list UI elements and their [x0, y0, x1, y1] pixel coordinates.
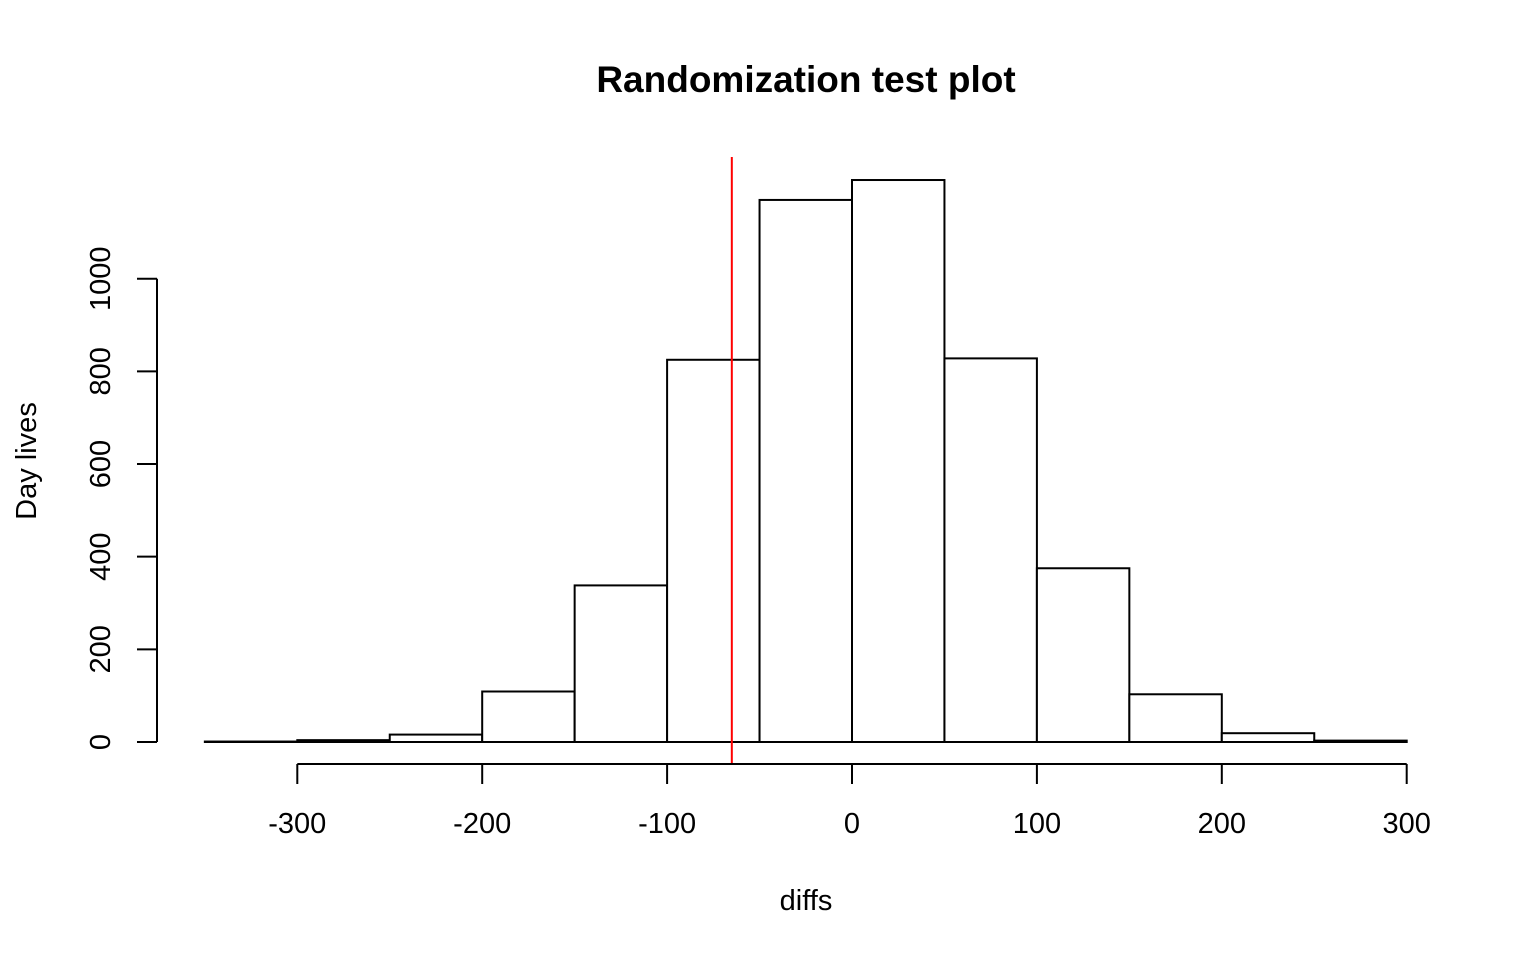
histogram-bar	[1220, 732, 1316, 744]
histogram-bar	[1035, 567, 1131, 744]
y-tick-label: 600	[85, 440, 117, 488]
histogram-bar	[388, 733, 484, 744]
histogram-bar	[1128, 693, 1223, 743]
x-tick-label: 200	[1198, 808, 1246, 840]
histogram-bar	[758, 198, 853, 743]
histogram-bar	[481, 690, 576, 744]
x-axis: -300 -200 -100 0 100 200 300	[268, 763, 1431, 840]
histogram-bar	[943, 357, 1038, 743]
y-tick-label: 200	[85, 625, 117, 673]
histogram-bars	[203, 179, 1408, 744]
x-tick-label: -200	[453, 808, 511, 840]
y-tick-label: 1000	[85, 246, 117, 311]
histogram-bar	[851, 179, 946, 744]
x-tick-label: -300	[268, 808, 326, 840]
y-tick-label: 0	[85, 734, 117, 750]
x-tick-label: 0	[844, 808, 860, 840]
y-axis: 0 200 400 600 800 1000	[85, 246, 158, 750]
y-axis-label: Day lives	[11, 402, 43, 520]
x-tick-label: -100	[638, 808, 696, 840]
y-tick-label: 800	[85, 347, 117, 395]
x-tick-label: 300	[1383, 808, 1431, 840]
x-tick-label: 100	[1013, 808, 1061, 840]
x-axis-label: diffs	[780, 885, 833, 917]
histogram-bar	[573, 584, 669, 743]
histogram-bar	[666, 358, 761, 743]
y-tick-label: 400	[85, 532, 117, 580]
chart-title: Randomization test plot	[596, 59, 1015, 100]
